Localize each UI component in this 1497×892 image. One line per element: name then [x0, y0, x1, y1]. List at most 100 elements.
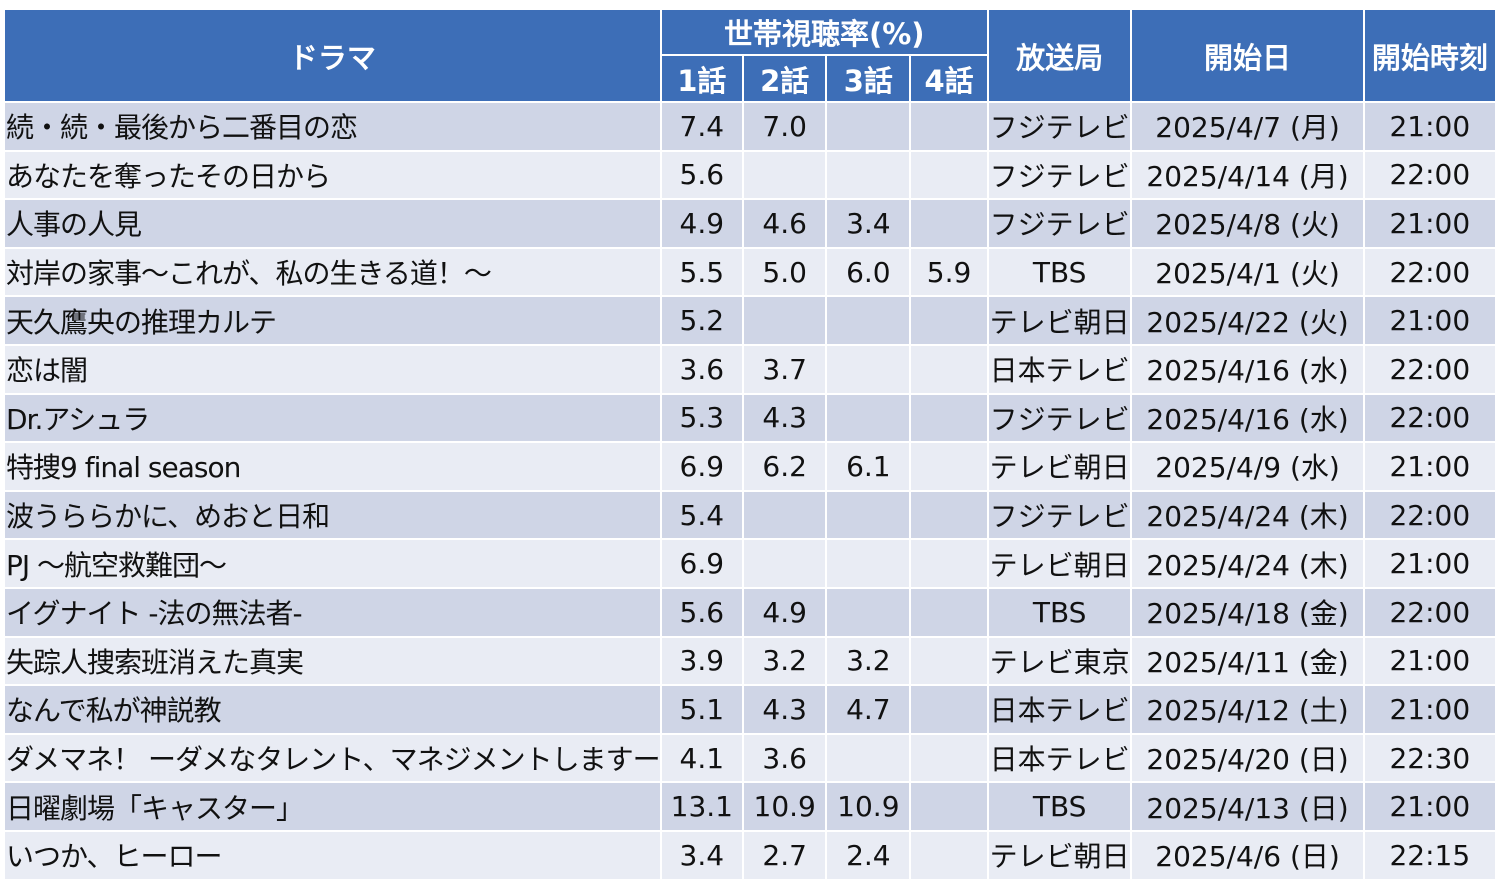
header-drama: ドラマ — [3, 8, 662, 103]
start-date-cell: 2025/4/18 (金) — [1130, 586, 1365, 638]
table-row: 続・続・最後から二番目の恋 7.4 7.0 フジテレビ 2025/4/7 (月) 21:0… — [3, 101, 1497, 152]
rating-cell-ep1: 5.3 — [659, 392, 744, 444]
drama-title-cell: いつか、ヒーロー — [3, 829, 662, 881]
start-date-cell: 2025/4/16 (水) — [1130, 343, 1365, 395]
start-time-cell: 21:00 — [1362, 635, 1497, 687]
start-date-cell: 2025/4/14 (月) — [1130, 149, 1365, 201]
rating-cell-ep3 — [825, 538, 912, 589]
start-time-cell: 21:00 — [1362, 441, 1497, 492]
header-rating-group: 世帯視聴率(%) — [659, 8, 989, 56]
drama-title-cell: ダメマネ！ ーダメなタレント、マネジメントしますー — [3, 732, 662, 784]
drama-title-cell: 波うららかに、めおと日和 — [3, 489, 662, 541]
rating-cell-ep2 — [741, 489, 828, 541]
rating-cell-ep1: 4.1 — [659, 732, 744, 784]
table-row: 波うららかに、めおと日和 5.4 フジテレビ 2025/4/24 (木) 22:00 — [3, 489, 1497, 541]
rating-cell-ep4 — [909, 586, 989, 638]
rating-cell-ep2: 3.6 — [741, 732, 828, 784]
rating-cell-ep1: 5.1 — [659, 684, 744, 735]
rating-cell-ep2: 5.0 — [741, 246, 828, 298]
station-cell: TBS — [986, 781, 1133, 832]
start-time-cell: 22:00 — [1362, 489, 1497, 541]
rating-cell-ep4 — [909, 149, 989, 201]
rating-cell-ep4 — [909, 684, 989, 735]
rating-cell-ep2: 3.2 — [741, 635, 828, 687]
rating-cell-ep2 — [741, 295, 828, 346]
header-station: 放送局 — [986, 8, 1133, 103]
start-time-cell: 21:00 — [1362, 684, 1497, 735]
station-cell: テレビ東京 — [986, 635, 1133, 687]
station-cell: フジテレビ — [986, 198, 1133, 249]
table-row: 天久鷹央の推理カルテ 5.2 テレビ朝日 2025/4/22 (火) 21:00 — [3, 295, 1497, 346]
start-date-cell: 2025/4/16 (水) — [1130, 392, 1365, 444]
rating-cell-ep3 — [825, 101, 912, 152]
drama-title-cell: イグナイト -法の無法者- — [3, 586, 662, 638]
rating-cell-ep3 — [825, 732, 912, 784]
drama-title-cell: 天久鷹央の推理カルテ — [3, 295, 662, 346]
drama-title-cell: Dr.アシュラ — [3, 392, 662, 444]
ratings-table: ドラマ 世帯視聴率(%) 放送局 開始日 開始時刻 1話 2話 3話 4話 続・… — [3, 8, 1497, 881]
table-row: 日曜劇場「キャスター」 13.1 10.9 10.9 TBS 2025/4/13 (日) 2… — [3, 781, 1497, 832]
rating-cell-ep3 — [825, 489, 912, 541]
header-start-time: 開始時刻 — [1362, 8, 1497, 103]
rating-cell-ep3: 3.2 — [825, 635, 912, 687]
rating-cell-ep4 — [909, 101, 989, 152]
rating-cell-ep1: 6.9 — [659, 441, 744, 492]
rating-cell-ep3: 2.4 — [825, 829, 912, 881]
station-cell: テレビ朝日 — [986, 441, 1133, 492]
start-date-cell: 2025/4/24 (木) — [1130, 489, 1365, 541]
start-date-cell: 2025/4/11 (金) — [1130, 635, 1365, 687]
rating-cell-ep2: 6.2 — [741, 441, 828, 492]
start-date-cell: 2025/4/8 (火) — [1130, 198, 1365, 249]
table-row: 失踪人捜索班消えた真実 3.9 3.2 3.2 テレビ東京 2025/4/11 (金) 21… — [3, 635, 1497, 687]
rating-cell-ep2: 2.7 — [741, 829, 828, 881]
rating-cell-ep3: 3.4 — [825, 198, 912, 249]
rating-cell-ep3 — [825, 149, 912, 201]
drama-title-cell: 対岸の家事～これが、私の生きる道！～ — [3, 246, 662, 298]
rating-cell-ep2: 7.0 — [741, 101, 828, 152]
rating-cell-ep2: 10.9 — [741, 781, 828, 832]
start-date-cell: 2025/4/7 (月) — [1130, 101, 1365, 152]
rating-cell-ep4 — [909, 295, 989, 346]
rating-cell-ep1: 13.1 — [659, 781, 744, 832]
table-row: 特捜9 final season 6.9 6.2 6.1 テレビ朝日 2025/4/9 (… — [3, 441, 1497, 492]
station-cell: 日本テレビ — [986, 684, 1133, 735]
station-cell: 日本テレビ — [986, 732, 1133, 784]
drama-title-cell: なんで私が神説教 — [3, 684, 662, 735]
station-cell: テレビ朝日 — [986, 295, 1133, 346]
table-row: いつか、ヒーロー 3.4 2.7 2.4 テレビ朝日 2025/4/6 (日) 22:15 — [3, 829, 1497, 881]
start-date-cell: 2025/4/12 (土) — [1130, 684, 1365, 735]
drama-title-cell: 失踪人捜索班消えた真実 — [3, 635, 662, 687]
rating-cell-ep1: 4.9 — [659, 198, 744, 249]
table-body: 続・続・最後から二番目の恋 7.4 7.0 フジテレビ 2025/4/7 (月) 21:0… — [3, 101, 1497, 881]
table-row: 恋は闇 3.6 3.7 日本テレビ 2025/4/16 (水) 22:00 — [3, 343, 1497, 395]
rating-cell-ep2 — [741, 538, 828, 589]
station-cell: 日本テレビ — [986, 343, 1133, 395]
rating-cell-ep2: 3.7 — [741, 343, 828, 395]
rating-cell-ep1: 5.2 — [659, 295, 744, 346]
rating-cell-ep3: 4.7 — [825, 684, 912, 735]
rating-cell-ep3: 6.1 — [825, 441, 912, 492]
rating-cell-ep3 — [825, 586, 912, 638]
rating-cell-ep4 — [909, 343, 989, 395]
table-row: あなたを奪ったその日から 5.6 フジテレビ 2025/4/14 (月) 22:00 — [3, 149, 1497, 201]
table-row: ダメマネ！ ーダメなタレント、マネジメントしますー 4.1 3.6 日本テレビ 2025… — [3, 732, 1497, 784]
station-cell: TBS — [986, 246, 1133, 298]
station-cell: テレビ朝日 — [986, 538, 1133, 589]
rating-cell-ep2: 4.3 — [741, 684, 828, 735]
rating-cell-ep3 — [825, 343, 912, 395]
start-date-cell: 2025/4/1 (火) — [1130, 246, 1365, 298]
header-episode-4: 4話 — [909, 54, 989, 103]
start-date-cell: 2025/4/24 (木) — [1130, 538, 1365, 589]
table-row: 人事の人見 4.9 4.6 3.4 フジテレビ 2025/4/8 (火) 21:00 — [3, 198, 1497, 249]
station-cell: フジテレビ — [986, 149, 1133, 201]
start-time-cell: 22:30 — [1362, 732, 1497, 784]
rating-cell-ep4 — [909, 538, 989, 589]
drama-title-cell: あなたを奪ったその日から — [3, 149, 662, 201]
rating-cell-ep4 — [909, 489, 989, 541]
rating-cell-ep2: 4.9 — [741, 586, 828, 638]
rating-cell-ep4 — [909, 392, 989, 444]
start-time-cell: 21:00 — [1362, 295, 1497, 346]
rating-cell-ep4: 5.9 — [909, 246, 989, 298]
start-date-cell: 2025/4/6 (日) — [1130, 829, 1365, 881]
table-row: PJ ～航空救難団～ 6.9 テレビ朝日 2025/4/24 (木) 21:00 — [3, 538, 1497, 589]
